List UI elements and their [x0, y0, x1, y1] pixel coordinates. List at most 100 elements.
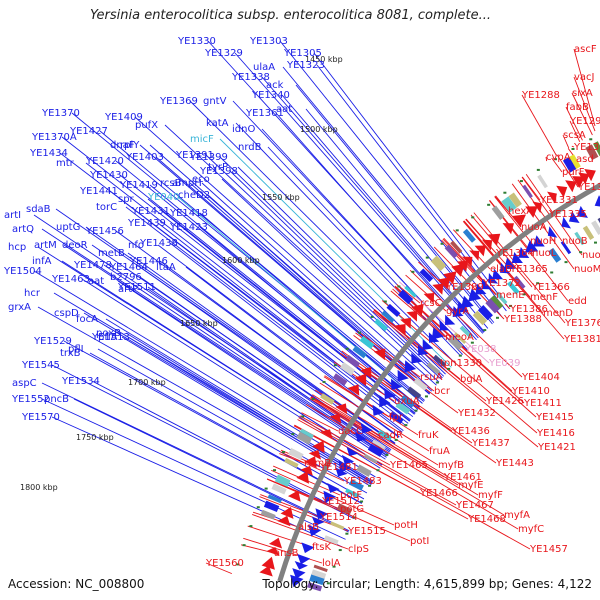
forward-feature — [547, 191, 557, 204]
forward-feature — [578, 172, 590, 185]
reverse-label: spr — [118, 194, 135, 205]
reverse-label: rplY — [120, 140, 140, 151]
reverse-feature — [594, 195, 600, 207]
reverse-label: ulaA — [253, 62, 275, 73]
reverse-label: YE1434 — [29, 148, 68, 159]
reverse-label: YE1504 — [3, 266, 42, 277]
forward-feature — [373, 348, 386, 361]
reverse-connector — [235, 122, 462, 357]
forward-connector — [372, 310, 539, 448]
forward-connector — [319, 382, 430, 452]
reverse-label: YE1456 — [85, 226, 124, 237]
reverse-label: idnO — [232, 124, 255, 135]
forward-feature — [502, 223, 515, 235]
reverse-connector — [117, 280, 386, 460]
reverse-label: YE1361 — [245, 108, 284, 119]
inner-band-feature — [311, 569, 327, 579]
reverse-connector — [267, 146, 463, 355]
ring-marker — [352, 516, 356, 519]
reverse-feature — [384, 387, 396, 400]
backbone-arc — [277, 182, 600, 582]
reverse-feature — [439, 320, 450, 331]
forward-label: nuoM — [574, 264, 600, 275]
reverse-label: grxA — [8, 302, 31, 313]
forward-feature — [347, 384, 360, 396]
outer-band-feature — [374, 318, 389, 332]
outer-band-feature — [444, 244, 458, 259]
forward-label: YE1515 — [347, 526, 386, 537]
ring-marker — [509, 304, 513, 307]
reverse-connector — [41, 382, 350, 532]
ring-marker — [589, 138, 593, 141]
forward-label: myfF — [478, 490, 503, 501]
inner-band-feature — [363, 453, 378, 464]
forward-label: potF — [340, 490, 362, 501]
scale-label: 1500 kbp — [300, 125, 338, 134]
forward-label: YE1468 — [467, 514, 506, 525]
forward-label: purF — [562, 167, 585, 178]
forward-label: fpr — [389, 412, 404, 423]
scale-ticks: 1450 kbp 1500 kbp 1550 kbp 1600 kbp 1650 kbp… — [20, 55, 343, 492]
forward-label: rsuA — [420, 372, 443, 383]
reverse-label: artQ — [12, 224, 34, 235]
ring-marker — [425, 256, 429, 259]
forward-label: menF — [530, 292, 558, 303]
forward-label: YE1443 — [495, 458, 534, 469]
reverse-feature — [431, 327, 444, 340]
reverse-feature — [417, 344, 429, 356]
ring-marker — [370, 315, 374, 318]
forward-connector — [405, 274, 447, 312]
reverse-label: torC — [96, 202, 117, 213]
reverse-label: artI — [4, 210, 21, 221]
forward-label: cvpA — [546, 152, 571, 163]
forward-label: YE1437 — [471, 438, 510, 449]
ring-marker — [357, 331, 361, 334]
reverse-feature — [504, 257, 516, 270]
reverse-label: ampH — [172, 178, 202, 189]
forward-label: YE1335 — [548, 209, 587, 220]
ring-marker — [332, 565, 336, 568]
reverse-feature — [372, 404, 385, 416]
forward-label: bcr — [434, 386, 451, 397]
reverse-label: YE1399 — [189, 152, 228, 163]
forward-label: fruK — [418, 430, 439, 441]
outer-band-feature — [263, 500, 280, 513]
forward-label: elaB — [490, 264, 512, 275]
forward-connector — [409, 270, 523, 378]
forward-feature — [354, 373, 367, 386]
reverse-feature — [561, 216, 572, 229]
ring-marker — [404, 424, 408, 427]
outer-band-feature — [299, 428, 314, 439]
reverse-label: nfo — [128, 240, 144, 251]
reverse-label: aat — [276, 104, 292, 115]
ring-marker — [424, 395, 428, 398]
forward-connector — [306, 404, 519, 530]
forward-label: bglA — [460, 374, 482, 385]
reverse-label: YE1340 — [251, 90, 290, 101]
reverse-connector — [189, 100, 456, 364]
reverse-label: YE1338 — [231, 72, 270, 83]
reverse-label: aspC — [12, 378, 37, 389]
forward-feature — [572, 176, 586, 189]
reverse-label: uptG — [56, 222, 80, 233]
reverse-label: YE1303 — [249, 36, 288, 47]
forward-feature — [423, 293, 435, 304]
forward-connector — [252, 511, 299, 528]
forward-label: lolA — [322, 558, 341, 569]
reverse-feature — [511, 252, 523, 264]
inner-band-feature — [313, 564, 328, 573]
reverse-label: b2796 — [110, 272, 142, 283]
outer-band-feature — [288, 447, 304, 460]
forward-connector — [453, 229, 491, 270]
outer-band-feature — [491, 205, 505, 220]
reverse-feature — [460, 295, 474, 309]
reverse-connector — [189, 182, 430, 395]
forward-label: YE1306 — [573, 142, 600, 153]
reverse-label: hcp — [8, 242, 26, 253]
reverse-label: YE1418 — [169, 208, 208, 219]
scale-label: 1750 kbp — [76, 433, 114, 442]
inner-band-feature — [336, 503, 353, 516]
reverse-label: pufX — [135, 120, 158, 131]
